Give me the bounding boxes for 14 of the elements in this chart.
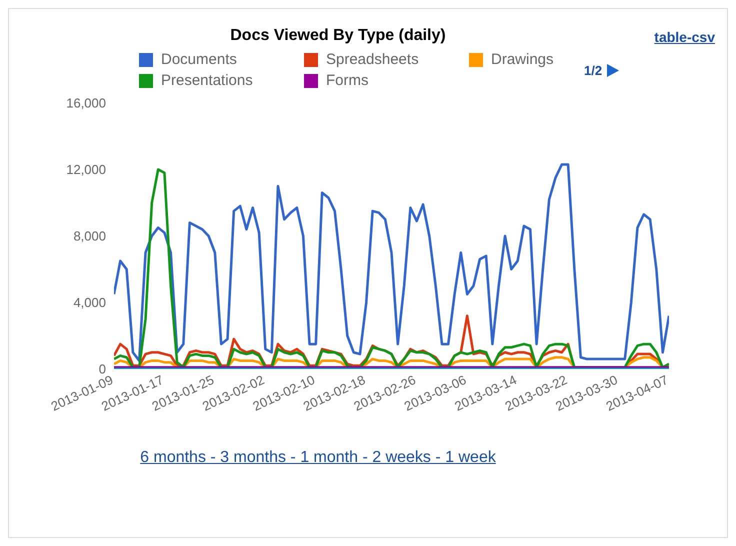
y-tick-label: 8,000 (73, 228, 106, 244)
y-tick-label: 4,000 (73, 295, 106, 310)
chart-title: Docs Viewed By Type (daily) (230, 27, 446, 44)
legend-label: Documents (161, 51, 237, 68)
text: 6 months - 3 months - 1 month - 2 weeks - 1 week (139, 449, 497, 467)
legend-label: Drawings (491, 51, 554, 68)
legend-label: Forms (326, 72, 368, 89)
y-tick-label: 12,000 (66, 162, 106, 178)
y-tick-label: 16,000 (66, 96, 106, 111)
y-tick-label: 0 (98, 362, 106, 377)
text: table-csv (654, 29, 715, 45)
legend-label: Presentations (161, 72, 253, 89)
text: 1/2 (584, 63, 602, 78)
legend-label: Spreadsheets (326, 51, 419, 68)
